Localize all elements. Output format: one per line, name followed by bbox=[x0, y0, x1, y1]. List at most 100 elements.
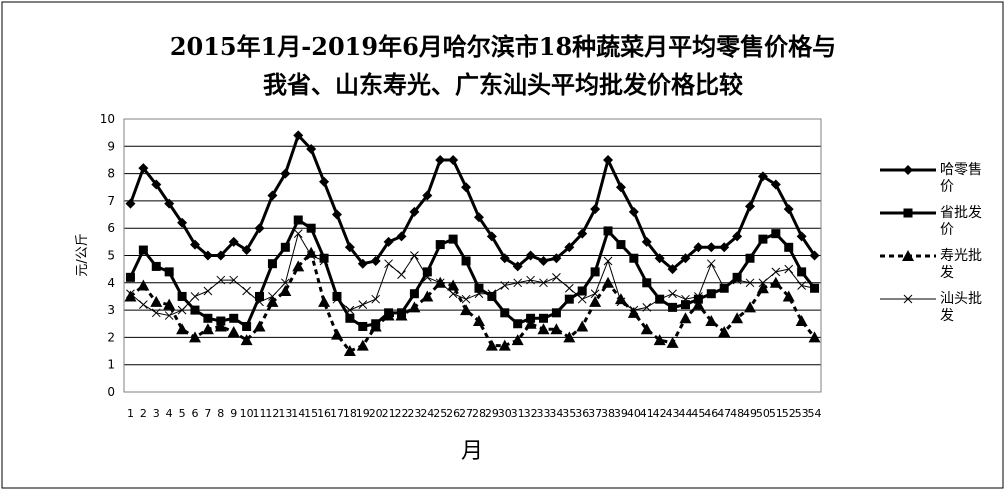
data-point bbox=[203, 313, 213, 323]
data-point bbox=[461, 256, 471, 266]
plot-area bbox=[123, 118, 822, 393]
data-point bbox=[318, 295, 331, 307]
data-point bbox=[448, 234, 458, 244]
data-point bbox=[499, 253, 510, 264]
data-point bbox=[653, 334, 666, 346]
series-group bbox=[124, 130, 821, 357]
data-point bbox=[306, 251, 316, 260]
y-axis-ticks: 0 1 2 3 4 5 6 7 8 9 10 bbox=[100, 112, 115, 399]
x-tick-label: 34 bbox=[549, 407, 563, 420]
data-point bbox=[511, 334, 524, 346]
y-tick-label: 9 bbox=[107, 139, 115, 153]
data-point bbox=[306, 223, 316, 233]
x-tick-label: 28 bbox=[472, 407, 486, 420]
x-tick-label: 10 bbox=[240, 407, 254, 420]
data-point bbox=[563, 331, 576, 343]
data-point bbox=[564, 294, 574, 304]
x-tick-label: 21 bbox=[382, 407, 396, 420]
data-point bbox=[589, 295, 602, 307]
data-point bbox=[189, 239, 200, 250]
data-point bbox=[627, 306, 640, 318]
x-tick-label: 40 bbox=[627, 407, 641, 420]
data-point bbox=[513, 319, 523, 329]
data-point bbox=[293, 229, 303, 239]
data-point bbox=[293, 130, 304, 141]
x-tick-label: 45 bbox=[691, 407, 705, 420]
x-tick-label: 32 bbox=[524, 407, 538, 420]
data-point bbox=[784, 264, 794, 274]
legend-label: 哈零售 bbox=[940, 162, 982, 178]
data-point bbox=[797, 267, 807, 277]
data-point bbox=[474, 289, 484, 299]
y-tick-label: 10 bbox=[100, 112, 115, 126]
data-point bbox=[448, 289, 458, 299]
x-tick-label: 22 bbox=[395, 407, 409, 420]
x-tick-label: 1 bbox=[127, 407, 134, 420]
data-point bbox=[629, 305, 639, 315]
data-point bbox=[666, 336, 679, 348]
data-point bbox=[151, 261, 161, 271]
data-point bbox=[229, 313, 239, 323]
data-point bbox=[642, 303, 652, 312]
data-point bbox=[640, 323, 653, 335]
x-tick-label: 39 bbox=[614, 407, 628, 420]
data-point bbox=[319, 256, 329, 266]
x-tick-label: 3 bbox=[153, 407, 160, 420]
data-point bbox=[603, 154, 614, 165]
data-point bbox=[125, 198, 136, 209]
x-tick-label: 19 bbox=[356, 407, 370, 420]
x-tick-label: 2 bbox=[140, 407, 147, 420]
x-tick-label: 51 bbox=[769, 407, 783, 420]
data-point bbox=[240, 334, 253, 346]
x-tick-label: 24 bbox=[420, 407, 434, 420]
data-point bbox=[809, 250, 820, 261]
data-point bbox=[538, 255, 549, 266]
data-point bbox=[188, 331, 201, 343]
data-point bbox=[577, 286, 587, 296]
data-point bbox=[369, 320, 382, 332]
data-point bbox=[255, 291, 265, 301]
data-point bbox=[345, 313, 355, 323]
legend-label: 汕头批 bbox=[940, 291, 982, 307]
data-point bbox=[796, 231, 807, 242]
data-point bbox=[177, 305, 187, 315]
data-point bbox=[332, 291, 342, 301]
x-tick-label: 35 bbox=[562, 407, 576, 420]
data-point bbox=[680, 253, 691, 264]
x-tick-label: 26 bbox=[446, 407, 460, 420]
data-point bbox=[602, 276, 615, 288]
data-point bbox=[590, 289, 600, 299]
data-point bbox=[267, 190, 278, 201]
data-point bbox=[668, 302, 678, 312]
data-point bbox=[590, 267, 600, 277]
data-point bbox=[447, 279, 460, 291]
data-point bbox=[797, 281, 806, 290]
data-point bbox=[808, 331, 821, 343]
data-point bbox=[305, 246, 318, 258]
data-point bbox=[524, 317, 537, 329]
y-tick-label: 8 bbox=[107, 167, 115, 181]
y-tick-label: 3 bbox=[107, 303, 115, 317]
x-tick-label: 27 bbox=[459, 407, 473, 420]
data-point bbox=[487, 289, 497, 299]
data-point bbox=[409, 206, 420, 217]
data-point bbox=[255, 297, 264, 307]
data-point bbox=[203, 286, 213, 296]
legend-label: 发 bbox=[940, 308, 954, 324]
data-point bbox=[537, 323, 550, 335]
data-point bbox=[330, 328, 343, 340]
data-point bbox=[498, 339, 511, 351]
data-point bbox=[137, 279, 150, 291]
x-tick-label: 29 bbox=[485, 407, 499, 420]
data-point bbox=[756, 282, 769, 294]
data-point bbox=[628, 206, 639, 217]
data-point bbox=[242, 286, 251, 296]
y-tick-label: 2 bbox=[107, 330, 115, 344]
data-point bbox=[343, 345, 356, 357]
data-point bbox=[903, 294, 913, 304]
data-point bbox=[616, 297, 626, 307]
data-point bbox=[757, 171, 768, 182]
